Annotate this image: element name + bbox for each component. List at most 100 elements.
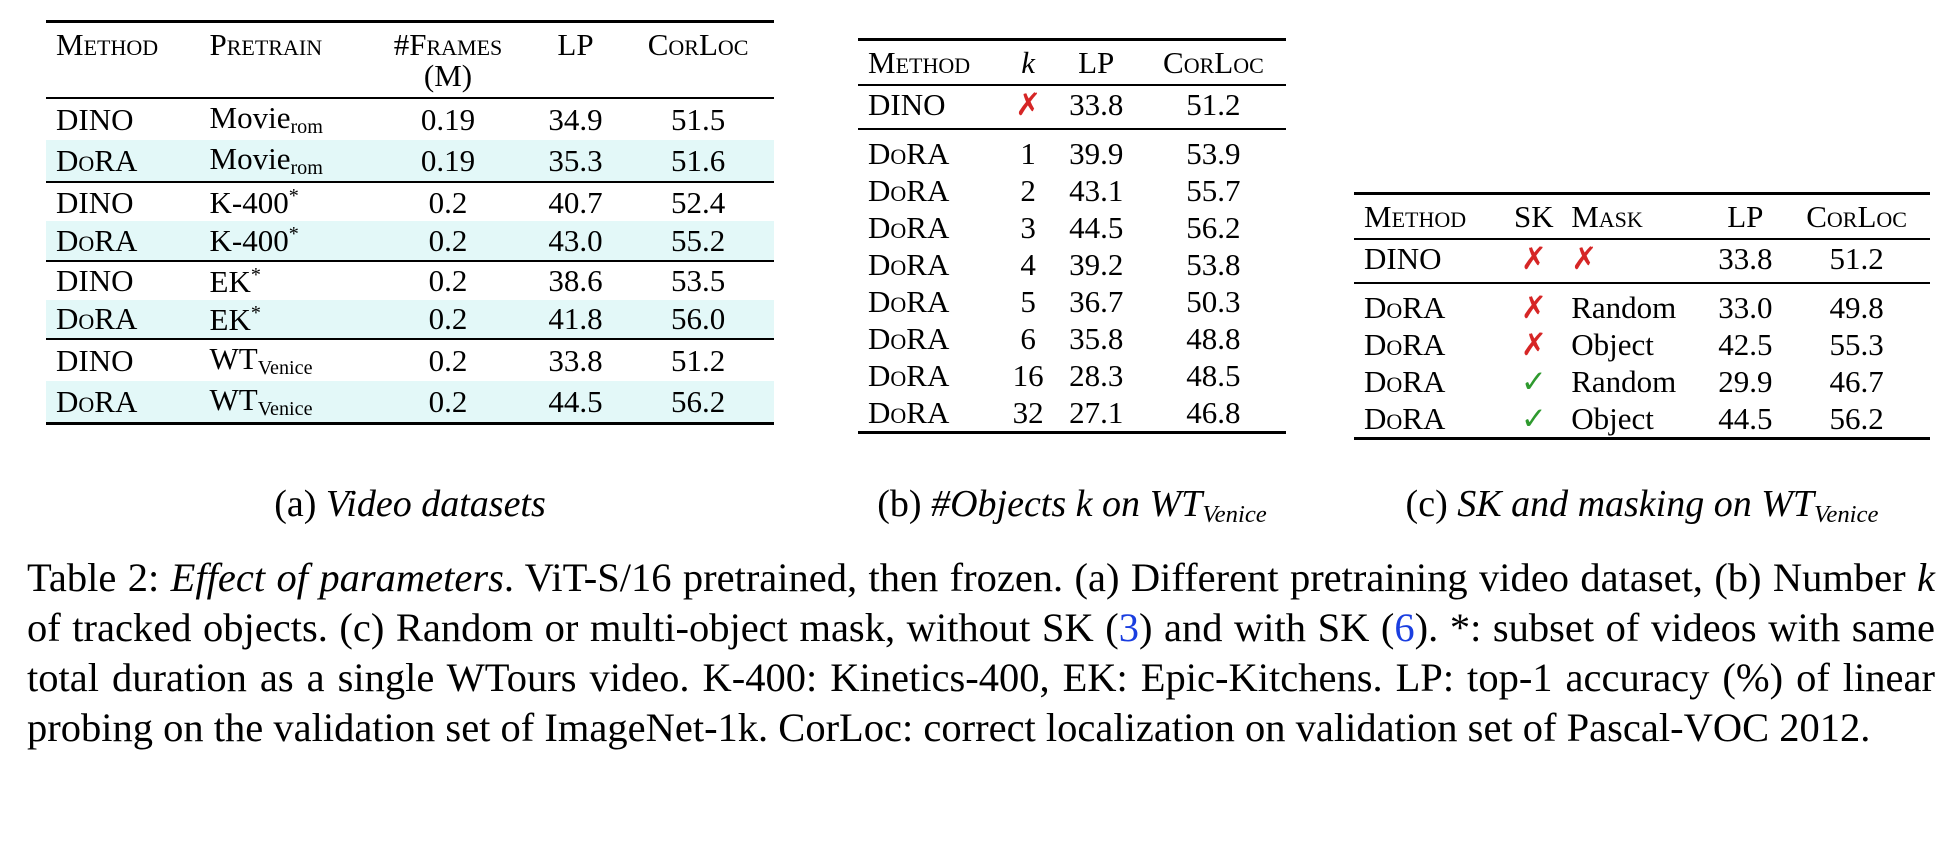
table-b-panel: Method k LP CorLoc DINO ✗ 33.8 51.2 DoRA 1 39.…	[858, 38, 1286, 434]
corloc-cell: 46.7	[1829, 364, 1884, 399]
header-pretrain: Pretrain	[209, 27, 323, 62]
corloc-cell: 56.0	[622, 299, 774, 339]
lp-cell: 35.8	[1069, 321, 1124, 356]
method-cell: DoRA	[1364, 327, 1446, 362]
method-cell: DoRA	[868, 321, 950, 356]
corloc-cell: 48.5	[1186, 358, 1241, 393]
sk-cell: ✓	[1520, 364, 1547, 399]
header-mask: Mask	[1571, 199, 1643, 234]
table-row: DoRA 4 39.2 53.8	[858, 246, 1286, 283]
k-cell: 1	[1020, 136, 1036, 171]
subcaption-c-text: SK and masking on WT	[1457, 483, 1815, 525]
lp-cell: 42.5	[1718, 327, 1773, 362]
method-cell: DoRA	[1364, 401, 1446, 436]
lp-cell: 34.9	[548, 102, 603, 138]
sk-cell: ✗	[1520, 241, 1547, 276]
header-lp: LP	[1727, 199, 1764, 234]
pretrain-base: WT	[209, 340, 258, 376]
table-row: DoRA ✗ Random 33.0 49.8	[1354, 283, 1930, 326]
subcaption-b-label: (b)	[877, 483, 922, 525]
corloc-cell: 55.3	[1829, 327, 1884, 362]
reference-link-3[interactable]: 3	[1118, 605, 1139, 650]
lp-cell: 35.3	[528, 140, 623, 183]
corloc-cell: 53.5	[670, 263, 726, 299]
pretrain-sub: Venice	[257, 356, 313, 379]
table-a-panel: Method Pretrain #Frames LP CorLoc (M) DI…	[46, 20, 774, 425]
pretrain-base: WT	[209, 381, 258, 417]
corloc-cell: 51.2	[1186, 87, 1241, 122]
lp-cell: 38.6	[548, 263, 603, 299]
corloc-cell: 48.8	[1186, 321, 1241, 356]
subcaption-b-text: #Objects k on WT	[931, 483, 1203, 525]
header-k: k	[1021, 45, 1036, 80]
reference-link-6[interactable]: 6	[1394, 605, 1415, 650]
method-cell: DoRA	[868, 136, 950, 171]
frames-cell: 0.19	[367, 140, 529, 183]
subcaption-c-sub: Venice	[1814, 501, 1879, 529]
method-cell: DoRA	[46, 299, 200, 339]
lp-cell: 44.5	[1069, 210, 1124, 245]
subcaption-a-label: (a)	[274, 483, 317, 525]
k-cell: 4	[1020, 247, 1036, 282]
corloc-cell: 52.4	[670, 184, 726, 220]
table-row: DINO K-400* 0.2 40.7 52.4	[46, 182, 774, 221]
subcaption-a: (a) Video datasets	[46, 482, 774, 526]
header-frames-unit: (M)	[423, 58, 473, 93]
lp-cell: 33.0	[1718, 290, 1773, 325]
table-row: DoRA 32 27.1 46.8	[858, 394, 1286, 433]
k-cell: 6	[1020, 321, 1036, 356]
lp-cell: 33.8	[548, 342, 603, 378]
corloc-cell: 55.7	[1186, 173, 1241, 208]
method-cell: DINO	[1364, 241, 1442, 276]
method-cell: DINO	[56, 184, 134, 220]
caption-k: k	[1917, 555, 1935, 600]
table-row: DINO ✗ ✗ 33.8 51.2	[1354, 239, 1930, 283]
table-b: Method k LP CorLoc DINO ✗ 33.8 51.2 DoRA 1 39.…	[858, 38, 1286, 434]
corloc-cell: 53.8	[1186, 247, 1241, 282]
table-a: Method Pretrain #Frames LP CorLoc (M) DI…	[46, 20, 774, 425]
pretrain-cell: K-400*	[200, 182, 368, 221]
corloc-cell: 51.6	[622, 140, 774, 183]
pretrain-sub: rom	[290, 157, 323, 180]
pretrain-base: K-400	[209, 223, 289, 259]
table-caption: Table 2: Effect of parameters. ViT-S/16 …	[27, 553, 1935, 753]
table-row: DoRA K-400* 0.2 43.0 55.2	[46, 221, 774, 261]
corloc-cell: 56.2	[622, 380, 774, 424]
method-cell: DINO	[56, 102, 134, 138]
pretrain-base: EK	[209, 263, 251, 299]
header-corloc: CorLoc	[1806, 199, 1907, 234]
table-b-body: DINO ✗ 33.8 51.2 DoRA 1 39.9 53.9 DoRA 2 43.1 55.7 D…	[858, 85, 1286, 433]
lp-cell: 44.5	[528, 380, 623, 424]
pretrain-cell: WTVenice	[199, 380, 368, 424]
subcaption-b: (b) #Objects k on WTVenice	[830, 482, 1314, 529]
mask-cell: Object	[1571, 327, 1654, 362]
caption-title: Effect of parameters	[170, 555, 504, 600]
pretrain-cell: Movierom	[199, 140, 368, 183]
pretrain-sub: Venice	[257, 397, 313, 420]
table-c: Method SK Mask LP CorLoc DINO ✗ ✗ 33.8 51.2 D…	[1354, 192, 1930, 440]
header-method: Method	[56, 27, 159, 62]
method-cell: DINO	[868, 87, 946, 122]
corloc-cell: 46.8	[1186, 395, 1241, 430]
caption-text-3: ) and with SK (	[1138, 605, 1395, 650]
header-corloc: CorLoc	[1163, 45, 1264, 80]
frames-cell: 0.2	[428, 342, 468, 378]
lp-cell: 29.9	[1718, 364, 1773, 399]
pretrain-sup: *	[250, 263, 261, 286]
pretrain-base: Movie	[209, 141, 291, 177]
lp-cell: 41.8	[528, 299, 623, 339]
frames-cell: 0.2	[367, 221, 529, 261]
corloc-cell: 50.3	[1186, 284, 1241, 319]
table-a-body: DINO Movierom 0.19 34.9 51.5 DoRA Movierom 0.19…	[46, 98, 774, 424]
table-row: DoRA 1 39.9 53.9	[858, 129, 1286, 172]
table-row: DINO EK* 0.2 38.6 53.5	[46, 260, 774, 300]
subcaption-a-text: Video datasets	[325, 483, 546, 525]
header-frames: #Frames	[393, 27, 503, 62]
lp-cell: 39.2	[1069, 247, 1124, 282]
header-method: Method	[868, 45, 971, 80]
corloc-cell: 53.9	[1186, 136, 1241, 171]
pretrain-cell: EK*	[199, 299, 368, 339]
pretrain-sub: rom	[290, 116, 323, 139]
table-row: DoRA Movierom 0.19 35.3 51.6	[46, 140, 774, 183]
sk-cell: ✗	[1520, 290, 1547, 325]
